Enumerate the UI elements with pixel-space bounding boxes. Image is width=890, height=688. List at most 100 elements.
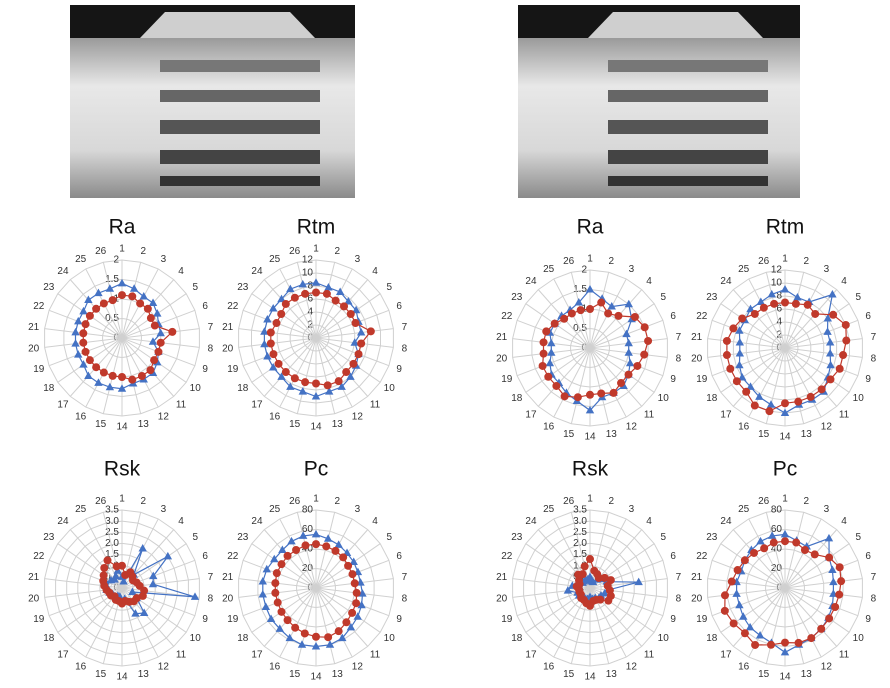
circle-marker: [597, 389, 605, 397]
category-label: 13: [138, 669, 150, 680]
circle-marker: [79, 339, 87, 347]
category-label: 22: [33, 551, 45, 562]
circle-marker: [741, 629, 749, 637]
category-label: 3: [824, 504, 830, 515]
circle-marker: [284, 552, 292, 560]
circle-marker: [581, 562, 589, 570]
triangle-marker: [781, 285, 789, 293]
category-label: 14: [779, 432, 791, 443]
circle-marker: [312, 380, 320, 388]
circle-marker: [770, 539, 778, 547]
circle-marker: [352, 319, 360, 327]
category-label: 6: [202, 301, 208, 312]
circle-marker: [644, 337, 652, 345]
category-label: 21: [28, 322, 40, 333]
category-label: 8: [208, 343, 214, 354]
triangle-marker: [312, 278, 320, 286]
category-label: 20: [691, 593, 703, 604]
category-label: 16: [543, 421, 555, 432]
radar-chart: Rtm0246810121234567891011121314151617181…: [691, 216, 876, 443]
category-label: 15: [563, 429, 575, 440]
category-label: 8: [871, 353, 877, 364]
radar-chart: Ra00.511.5212345678910111213141516171819…: [28, 216, 213, 433]
category-label: 3: [355, 254, 361, 265]
category-label: 11: [370, 649, 381, 660]
category-label: 9: [396, 364, 402, 375]
r-tick-label: 12: [771, 265, 783, 276]
category-label: 21: [28, 572, 40, 583]
category-label: 17: [251, 649, 263, 660]
circle-marker: [86, 312, 94, 320]
category-label: 13: [606, 669, 618, 680]
circle-marker: [568, 309, 576, 317]
category-label: 18: [706, 393, 718, 404]
circle-marker: [277, 310, 285, 318]
chart-title: Rtm: [297, 216, 336, 239]
circle-marker: [291, 294, 299, 302]
circle-marker: [340, 302, 348, 310]
category-label: 17: [57, 649, 69, 660]
category-label: 2: [804, 256, 810, 267]
category-label: 2: [609, 496, 615, 507]
category-label: 24: [57, 516, 69, 527]
circle-marker: [842, 337, 850, 345]
category-label: 23: [511, 292, 523, 303]
circle-marker: [751, 310, 759, 318]
category-label: 16: [738, 661, 750, 672]
circle-marker: [109, 372, 117, 380]
category-label: 11: [644, 409, 655, 420]
circle-marker: [781, 299, 789, 307]
circle-marker: [267, 339, 275, 347]
circle-marker: [100, 299, 108, 307]
circle-marker: [100, 571, 108, 579]
category-label: 19: [227, 364, 239, 375]
circle-marker: [331, 547, 339, 555]
category-label: 8: [676, 353, 682, 364]
circle-marker: [146, 366, 154, 374]
circle-marker: [561, 392, 569, 400]
category-label: 17: [57, 399, 69, 410]
circle-marker: [109, 296, 117, 304]
category-label: 20: [496, 593, 508, 604]
circle-marker: [118, 291, 126, 299]
circle-marker: [540, 338, 548, 346]
category-label: 15: [289, 669, 301, 680]
category-label: 24: [525, 516, 537, 527]
category-label: 25: [543, 264, 555, 275]
triangle-marker: [312, 530, 320, 538]
circle-marker: [839, 351, 847, 359]
category-label: 25: [75, 504, 87, 515]
category-label: 16: [75, 661, 87, 672]
category-label: 15: [563, 669, 575, 680]
category-label: 16: [738, 421, 750, 432]
category-label: 23: [43, 282, 55, 293]
circle-marker: [738, 314, 746, 322]
category-label: 8: [402, 343, 408, 354]
category-label: 2: [141, 246, 147, 257]
category-label: 7: [208, 572, 214, 583]
circle-marker: [267, 329, 275, 337]
circle-marker: [811, 550, 819, 558]
category-label: 7: [402, 322, 408, 333]
category-label: 4: [646, 276, 652, 287]
circle-marker: [751, 402, 759, 410]
category-label: 8: [871, 593, 877, 604]
circle-marker: [168, 328, 176, 336]
circle-marker: [574, 393, 582, 401]
circle-marker: [353, 589, 361, 597]
category-label: 18: [237, 633, 249, 644]
category-label: 14: [779, 672, 791, 683]
category-label: 25: [269, 254, 281, 265]
circle-marker: [312, 633, 320, 641]
category-label: 1: [119, 244, 125, 255]
circle-marker: [277, 608, 285, 616]
circle-marker: [348, 570, 356, 578]
circle-marker: [825, 554, 833, 562]
circle-marker: [367, 327, 375, 335]
category-label: 2: [804, 496, 810, 507]
category-label: 1: [782, 494, 788, 505]
circle-marker: [272, 319, 280, 327]
r-tick-label: 3.5: [105, 505, 119, 516]
circle-marker: [271, 579, 279, 587]
chart-title: Rsk: [572, 458, 609, 481]
